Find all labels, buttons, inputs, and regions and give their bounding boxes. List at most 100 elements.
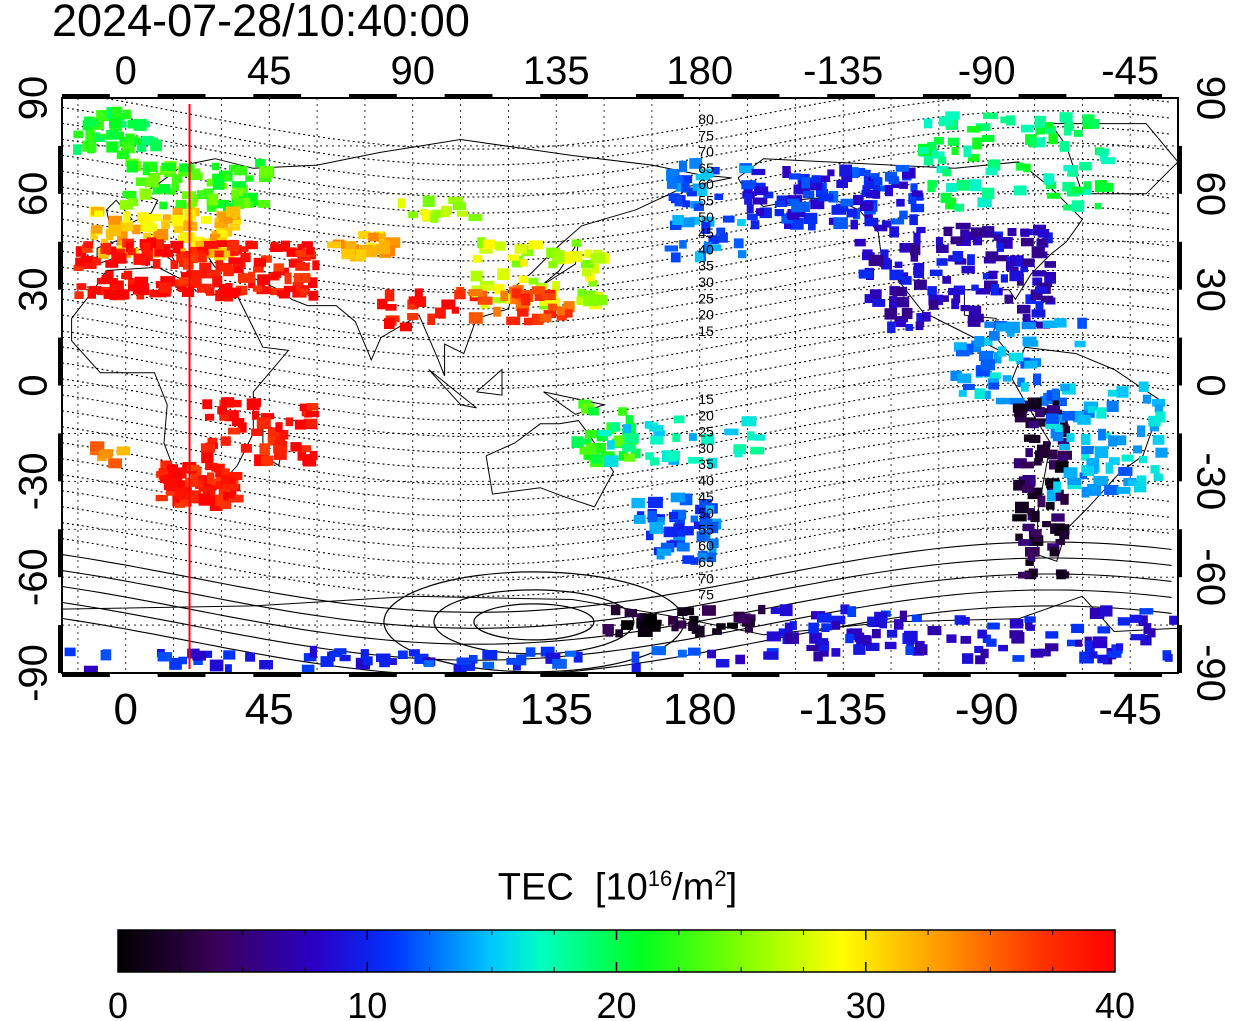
mag-contour	[62, 605, 1172, 673]
tec-cell	[953, 291, 961, 304]
tec-cell	[789, 621, 797, 630]
tec-cell	[120, 221, 134, 232]
tec-cell	[584, 430, 599, 439]
tec-cell	[1138, 615, 1148, 626]
tec-cell	[862, 635, 872, 645]
tec-cell	[283, 285, 296, 292]
tec-cell	[285, 417, 294, 427]
tec-cell	[1094, 446, 1109, 459]
tec-cell	[1060, 383, 1070, 391]
colorbar-tick-label: 20	[596, 985, 636, 1020]
tec-cell	[1012, 403, 1028, 413]
tec-cell	[1040, 396, 1049, 406]
tec-cell	[270, 272, 278, 280]
tec-cell	[960, 635, 972, 644]
tec-cell	[735, 654, 745, 665]
tec-cell	[693, 203, 704, 211]
lon-tick-label-bottom: -135	[799, 685, 887, 734]
tec-cell	[1100, 151, 1108, 162]
tec-cell	[950, 370, 962, 381]
tec-cell	[237, 422, 247, 433]
tec-cell	[625, 415, 634, 427]
tec-cell	[541, 293, 556, 300]
tec-cell	[1148, 415, 1161, 427]
tec-cell	[181, 287, 195, 297]
tec-cell	[414, 653, 429, 664]
tec-cell	[108, 224, 122, 237]
tec-cell	[161, 221, 170, 229]
tec-cell	[671, 529, 686, 537]
tec-cell	[226, 240, 240, 251]
tec-cell	[1136, 475, 1147, 485]
tec-cell	[235, 184, 248, 193]
tec-cell	[954, 615, 966, 625]
tec-cell	[1082, 465, 1094, 477]
tec-cell	[208, 193, 219, 205]
tec-cell	[384, 289, 395, 302]
tec-cell	[188, 246, 197, 255]
tec-cell	[1064, 122, 1074, 131]
tec-cell	[423, 210, 438, 222]
contour-label: 50	[698, 505, 714, 521]
tec-cell	[252, 410, 260, 420]
tec-cell	[573, 651, 583, 663]
tec-cell	[312, 260, 320, 271]
lon-tick-label-bottom: 45	[245, 685, 294, 734]
tec-cell	[472, 255, 483, 263]
tec-cell	[881, 220, 892, 228]
tec-cell	[953, 342, 967, 352]
lat-tick-label-right: 90	[1188, 76, 1232, 121]
tec-cell	[901, 307, 913, 320]
tec-cell	[754, 186, 769, 196]
tec-cell	[816, 638, 829, 646]
tec-cell	[216, 240, 228, 247]
tec-cell	[701, 216, 715, 227]
frame-bar	[1018, 673, 1067, 677]
tec-cell	[223, 173, 231, 181]
tec-cell	[451, 306, 459, 314]
tec-cell	[585, 274, 595, 282]
tec-cell	[497, 268, 510, 280]
tec-cell	[810, 199, 825, 210]
tec-cell	[212, 173, 226, 182]
mag-contour	[62, 541, 1172, 613]
tec-cell	[670, 492, 686, 503]
tec-cell	[1033, 459, 1042, 466]
frame-bars	[58, 94, 1182, 677]
tec-cell	[256, 417, 271, 430]
tec-cell	[699, 499, 712, 508]
tec-cell	[869, 289, 882, 301]
frame-bar	[1178, 337, 1182, 386]
tec-cell	[1155, 447, 1168, 458]
tec-cell	[867, 616, 875, 627]
tec-cell	[255, 158, 266, 168]
contour-label: 30	[698, 274, 714, 290]
tec-cell	[607, 440, 615, 450]
tec-cell	[270, 243, 284, 252]
tec-cell	[122, 109, 131, 120]
tec-cell	[927, 181, 936, 193]
tec-cell	[122, 142, 135, 154]
tec-cell	[386, 658, 397, 665]
tec-cell	[690, 515, 699, 523]
tec-cell	[788, 173, 801, 180]
tec-cell	[935, 237, 944, 249]
tec-cell	[1015, 533, 1023, 541]
tec-cell	[1035, 450, 1043, 462]
tec-cell	[360, 649, 369, 660]
lat-tick-label-right: -30	[1188, 452, 1232, 510]
tec-cell	[726, 622, 738, 629]
tec-cell	[962, 653, 974, 664]
tec-cell	[205, 462, 218, 471]
tec-cell	[245, 241, 258, 250]
tec-cell	[988, 270, 998, 280]
tec-cell	[385, 304, 397, 311]
frame-bar	[1178, 625, 1182, 673]
tec-cell	[909, 214, 918, 226]
tec-cell	[116, 446, 131, 456]
frame-bar	[58, 433, 62, 482]
tec-cell	[520, 259, 528, 267]
lat-tick-label-left: 0	[12, 374, 56, 396]
colorbar-unit-mid: /m	[672, 866, 715, 909]
tec-cell	[273, 441, 288, 453]
